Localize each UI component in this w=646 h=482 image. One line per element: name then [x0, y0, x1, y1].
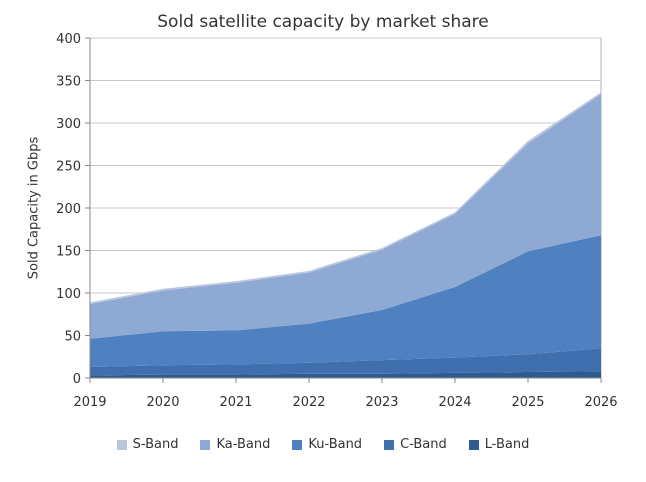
legend-swatch-ku-band [292, 439, 303, 450]
y-tick-label-0: 0 [73, 372, 81, 387]
x-tick-label-2025: 2025 [511, 395, 544, 410]
legend-item-ka-band: Ka-Band [200, 437, 270, 452]
legend-label-s-band: S-Band [132, 437, 179, 452]
legend-swatch-s-band [116, 439, 127, 450]
x-tick-label-2022: 2022 [292, 395, 325, 410]
legend-label-ku-band: Ku-Band [308, 437, 363, 452]
legend-item-c-band: C-Band [384, 437, 447, 452]
legend-swatch-l-band [468, 439, 479, 450]
legend-item-l-band: L-Band [468, 437, 530, 452]
legend-label-l-band: L-Band [484, 437, 530, 452]
area-l-band [90, 371, 601, 378]
y-tick-label-300: 300 [56, 117, 81, 132]
x-tick-label-2024: 2024 [438, 395, 471, 410]
chart-title: Sold satellite capacity by market share [157, 12, 489, 32]
x-tick-label-2026: 2026 [584, 395, 617, 410]
y-tick-label-50: 50 [64, 330, 81, 345]
legend-item-ku-band: Ku-Band [292, 437, 362, 452]
y-tick-label-100: 100 [56, 287, 81, 302]
legend-item-s-band: S-Band [116, 437, 179, 452]
y-tick-label-350: 350 [56, 75, 81, 90]
x-tick-label-2019: 2019 [73, 395, 106, 410]
area-c-band [90, 348, 601, 376]
x-tick-label-2021: 2021 [219, 395, 252, 410]
legend-swatch-c-band [384, 439, 395, 450]
area-ku-band [90, 235, 601, 367]
y-tick-label-200: 200 [56, 202, 81, 217]
y-tick-label-250: 250 [56, 160, 81, 175]
legend-label-c-band: C-Band [400, 437, 447, 452]
legend-label-ka-band: Ka-Band [216, 437, 271, 452]
y-tick-label-400: 400 [56, 32, 81, 47]
x-tick-label-2020: 2020 [146, 395, 179, 410]
legend: S-Band Ka-Band Ku-Band C-Band L-Band [0, 437, 646, 452]
legend-swatch-ka-band [200, 439, 211, 450]
x-tick-label-2023: 2023 [365, 395, 398, 410]
area-ka-band [90, 94, 601, 339]
y-tick-label-150: 150 [56, 245, 81, 260]
